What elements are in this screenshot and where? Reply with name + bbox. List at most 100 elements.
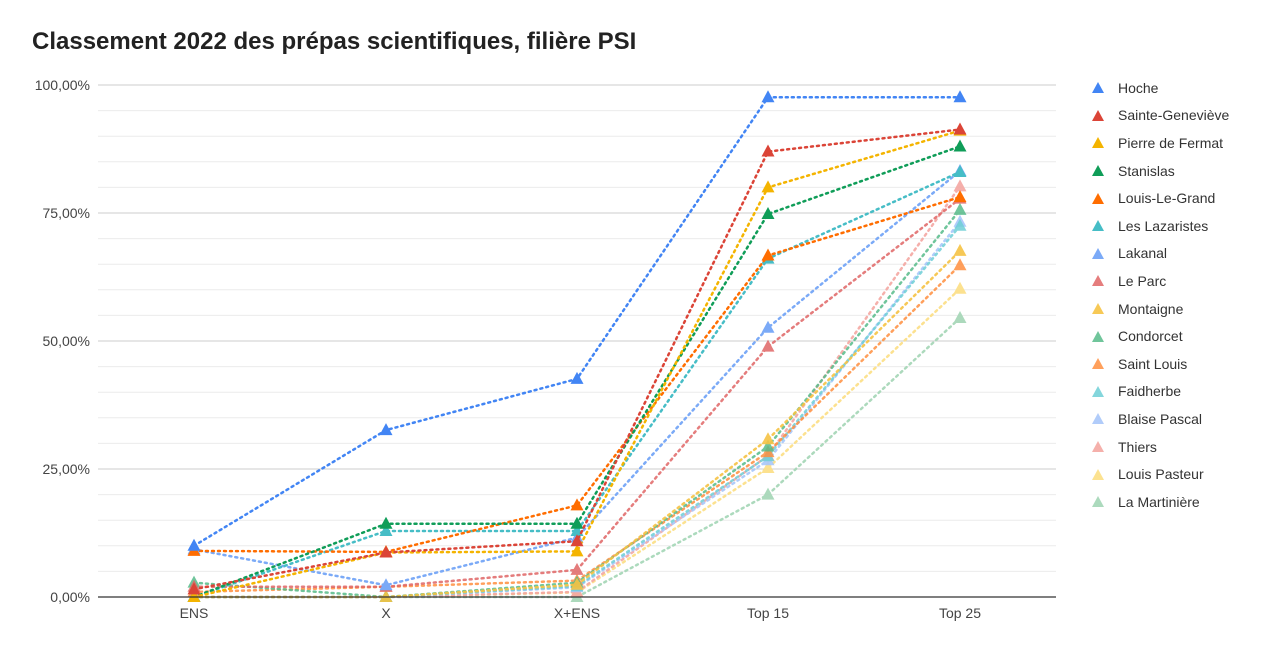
legend-label: Stanislas [1118, 162, 1175, 179]
triangle-marker-icon [1092, 468, 1104, 480]
data-point-marker[interactable] [761, 180, 775, 193]
y-axis-ticks: 0,00% 25,00% 50,00% 75,00% 100,00% [35, 77, 90, 605]
triangle-marker-icon [1092, 275, 1104, 287]
legend-item-lakanal[interactable]: Lakanal [1092, 240, 1229, 268]
data-point-marker[interactable] [953, 243, 967, 256]
legend-item-blaise-pascal[interactable]: Blaise Pascal [1092, 405, 1229, 433]
legend-item-thiers[interactable]: Thiers [1092, 433, 1229, 461]
data-point-marker[interactable] [953, 179, 967, 192]
legend-item-condorcet[interactable]: Condorcet [1092, 322, 1229, 350]
data-point-marker[interactable] [953, 310, 967, 323]
triangle-marker-icon [1092, 330, 1104, 342]
legend-label: Faidherbe [1118, 383, 1182, 400]
y-tick-label: 0,00% [50, 589, 90, 605]
y-tick-label: 50,00% [43, 333, 90, 349]
data-point-marker[interactable] [953, 90, 967, 103]
x-tick-label: ENS [180, 605, 209, 621]
legend-item-louis-pasteur[interactable]: Louis Pasteur [1092, 460, 1229, 488]
triangle-marker-icon [1092, 137, 1104, 149]
legend-label: Condorcet [1118, 328, 1183, 345]
data-point-marker[interactable] [379, 590, 393, 602]
series-line[interactable] [192, 129, 962, 599]
data-point-marker[interactable] [570, 498, 584, 511]
series-hoche [187, 90, 967, 551]
legend-item-le-parc[interactable]: Le Parc [1092, 267, 1229, 295]
legend-label: Montaigne [1118, 300, 1184, 317]
data-point-marker[interactable] [570, 516, 584, 529]
data-point-marker[interactable] [761, 460, 775, 473]
data-point-marker[interactable] [187, 582, 201, 595]
data-point-marker[interactable] [570, 371, 584, 384]
legend-item-stanislas[interactable]: Stanislas [1092, 157, 1229, 185]
legend-label: Le Parc [1118, 272, 1167, 289]
data-point-marker[interactable] [379, 578, 393, 591]
data-point-marker[interactable] [953, 122, 967, 135]
series-line[interactable] [192, 96, 962, 548]
x-tick-label: Top 15 [747, 605, 789, 621]
legend-label: Pierre de Fermat [1118, 134, 1224, 151]
data-point-marker[interactable] [187, 590, 201, 602]
data-point-marker[interactable] [953, 190, 967, 203]
data-point-marker[interactable] [953, 202, 967, 215]
data-point-marker[interactable] [761, 432, 775, 445]
legend-item-la-martiniere[interactable]: La Martinière [1092, 488, 1229, 516]
triangle-marker-icon [1092, 192, 1104, 204]
legend-label: Hoche [1118, 79, 1159, 96]
legend-label: Lakanal [1118, 245, 1168, 262]
data-point-marker[interactable] [187, 538, 201, 551]
data-point-marker[interactable] [953, 139, 967, 152]
data-point-marker[interactable] [761, 144, 775, 157]
x-axis-ticks: ENS X X+ENS Top 15 Top 25 [180, 605, 982, 621]
data-point-marker[interactable] [953, 281, 967, 294]
data-point-marker[interactable] [761, 320, 775, 333]
legend: Hoche Sainte-Geneviève Pierre de Fermat Sta… [1092, 74, 1229, 516]
legend-item-hoche[interactable]: Hoche [1092, 74, 1229, 102]
y-tick-label: 75,00% [43, 205, 90, 221]
legend-item-louis-le-grand[interactable]: Louis-Le-Grand [1092, 184, 1229, 212]
legend-item-les-lazaristes[interactable]: Les Lazaristes [1092, 212, 1229, 240]
triangle-marker-icon [1092, 303, 1104, 315]
data-point-marker[interactable] [953, 218, 967, 231]
legend-item-pierre-de-fermat[interactable]: Pierre de Fermat [1092, 129, 1229, 157]
y-tick-label: 100,00% [35, 77, 90, 93]
triangle-marker-icon [1092, 109, 1104, 121]
x-tick-label: X+ENS [554, 605, 600, 621]
data-point-marker[interactable] [761, 248, 775, 261]
legend-label: Blaise Pascal [1118, 410, 1203, 427]
data-point-marker[interactable] [570, 534, 584, 547]
legend-item-sainte-genevieve[interactable]: Sainte-Geneviève [1092, 102, 1229, 130]
triangle-marker-icon [1092, 385, 1104, 397]
data-point-marker[interactable] [953, 258, 967, 271]
series-lines [187, 90, 967, 602]
triangle-marker-icon [1092, 496, 1104, 508]
triangle-marker-icon [1092, 220, 1104, 232]
data-point-marker[interactable] [761, 207, 775, 220]
legend-label: La Martinière [1118, 493, 1200, 510]
data-point-marker[interactable] [570, 544, 584, 557]
series-line[interactable] [192, 170, 962, 599]
data-point-marker[interactable] [953, 165, 967, 178]
legend-label: Sainte-Geneviève [1118, 107, 1230, 124]
legend-label: Les Lazaristes [1118, 217, 1209, 234]
series-line[interactable] [192, 195, 962, 554]
legend-label: Saint Louis [1118, 355, 1188, 372]
legend-item-montaigne[interactable]: Montaigne [1092, 295, 1229, 323]
data-point-marker[interactable] [761, 339, 775, 352]
legend-item-saint-louis[interactable]: Saint Louis [1092, 350, 1229, 378]
data-point-marker[interactable] [570, 577, 584, 590]
data-point-marker[interactable] [761, 90, 775, 103]
data-point-marker[interactable] [761, 487, 775, 500]
y-tick-label: 25,00% [43, 461, 90, 477]
chart-title: Classement 2022 des prépas scientifiques… [32, 28, 637, 55]
data-point-marker[interactable] [379, 516, 393, 529]
legend-label: Louis Pasteur [1118, 466, 1204, 483]
series-sainte-genevieve [187, 122, 967, 595]
data-point-marker[interactable] [379, 545, 393, 558]
data-point-marker[interactable] [379, 423, 393, 436]
data-point-marker[interactable] [570, 562, 584, 575]
legend-item-faidherbe[interactable]: Faidherbe [1092, 378, 1229, 406]
triangle-marker-icon [1092, 247, 1104, 259]
data-point-marker[interactable] [761, 439, 775, 452]
data-point-marker[interactable] [379, 523, 393, 536]
